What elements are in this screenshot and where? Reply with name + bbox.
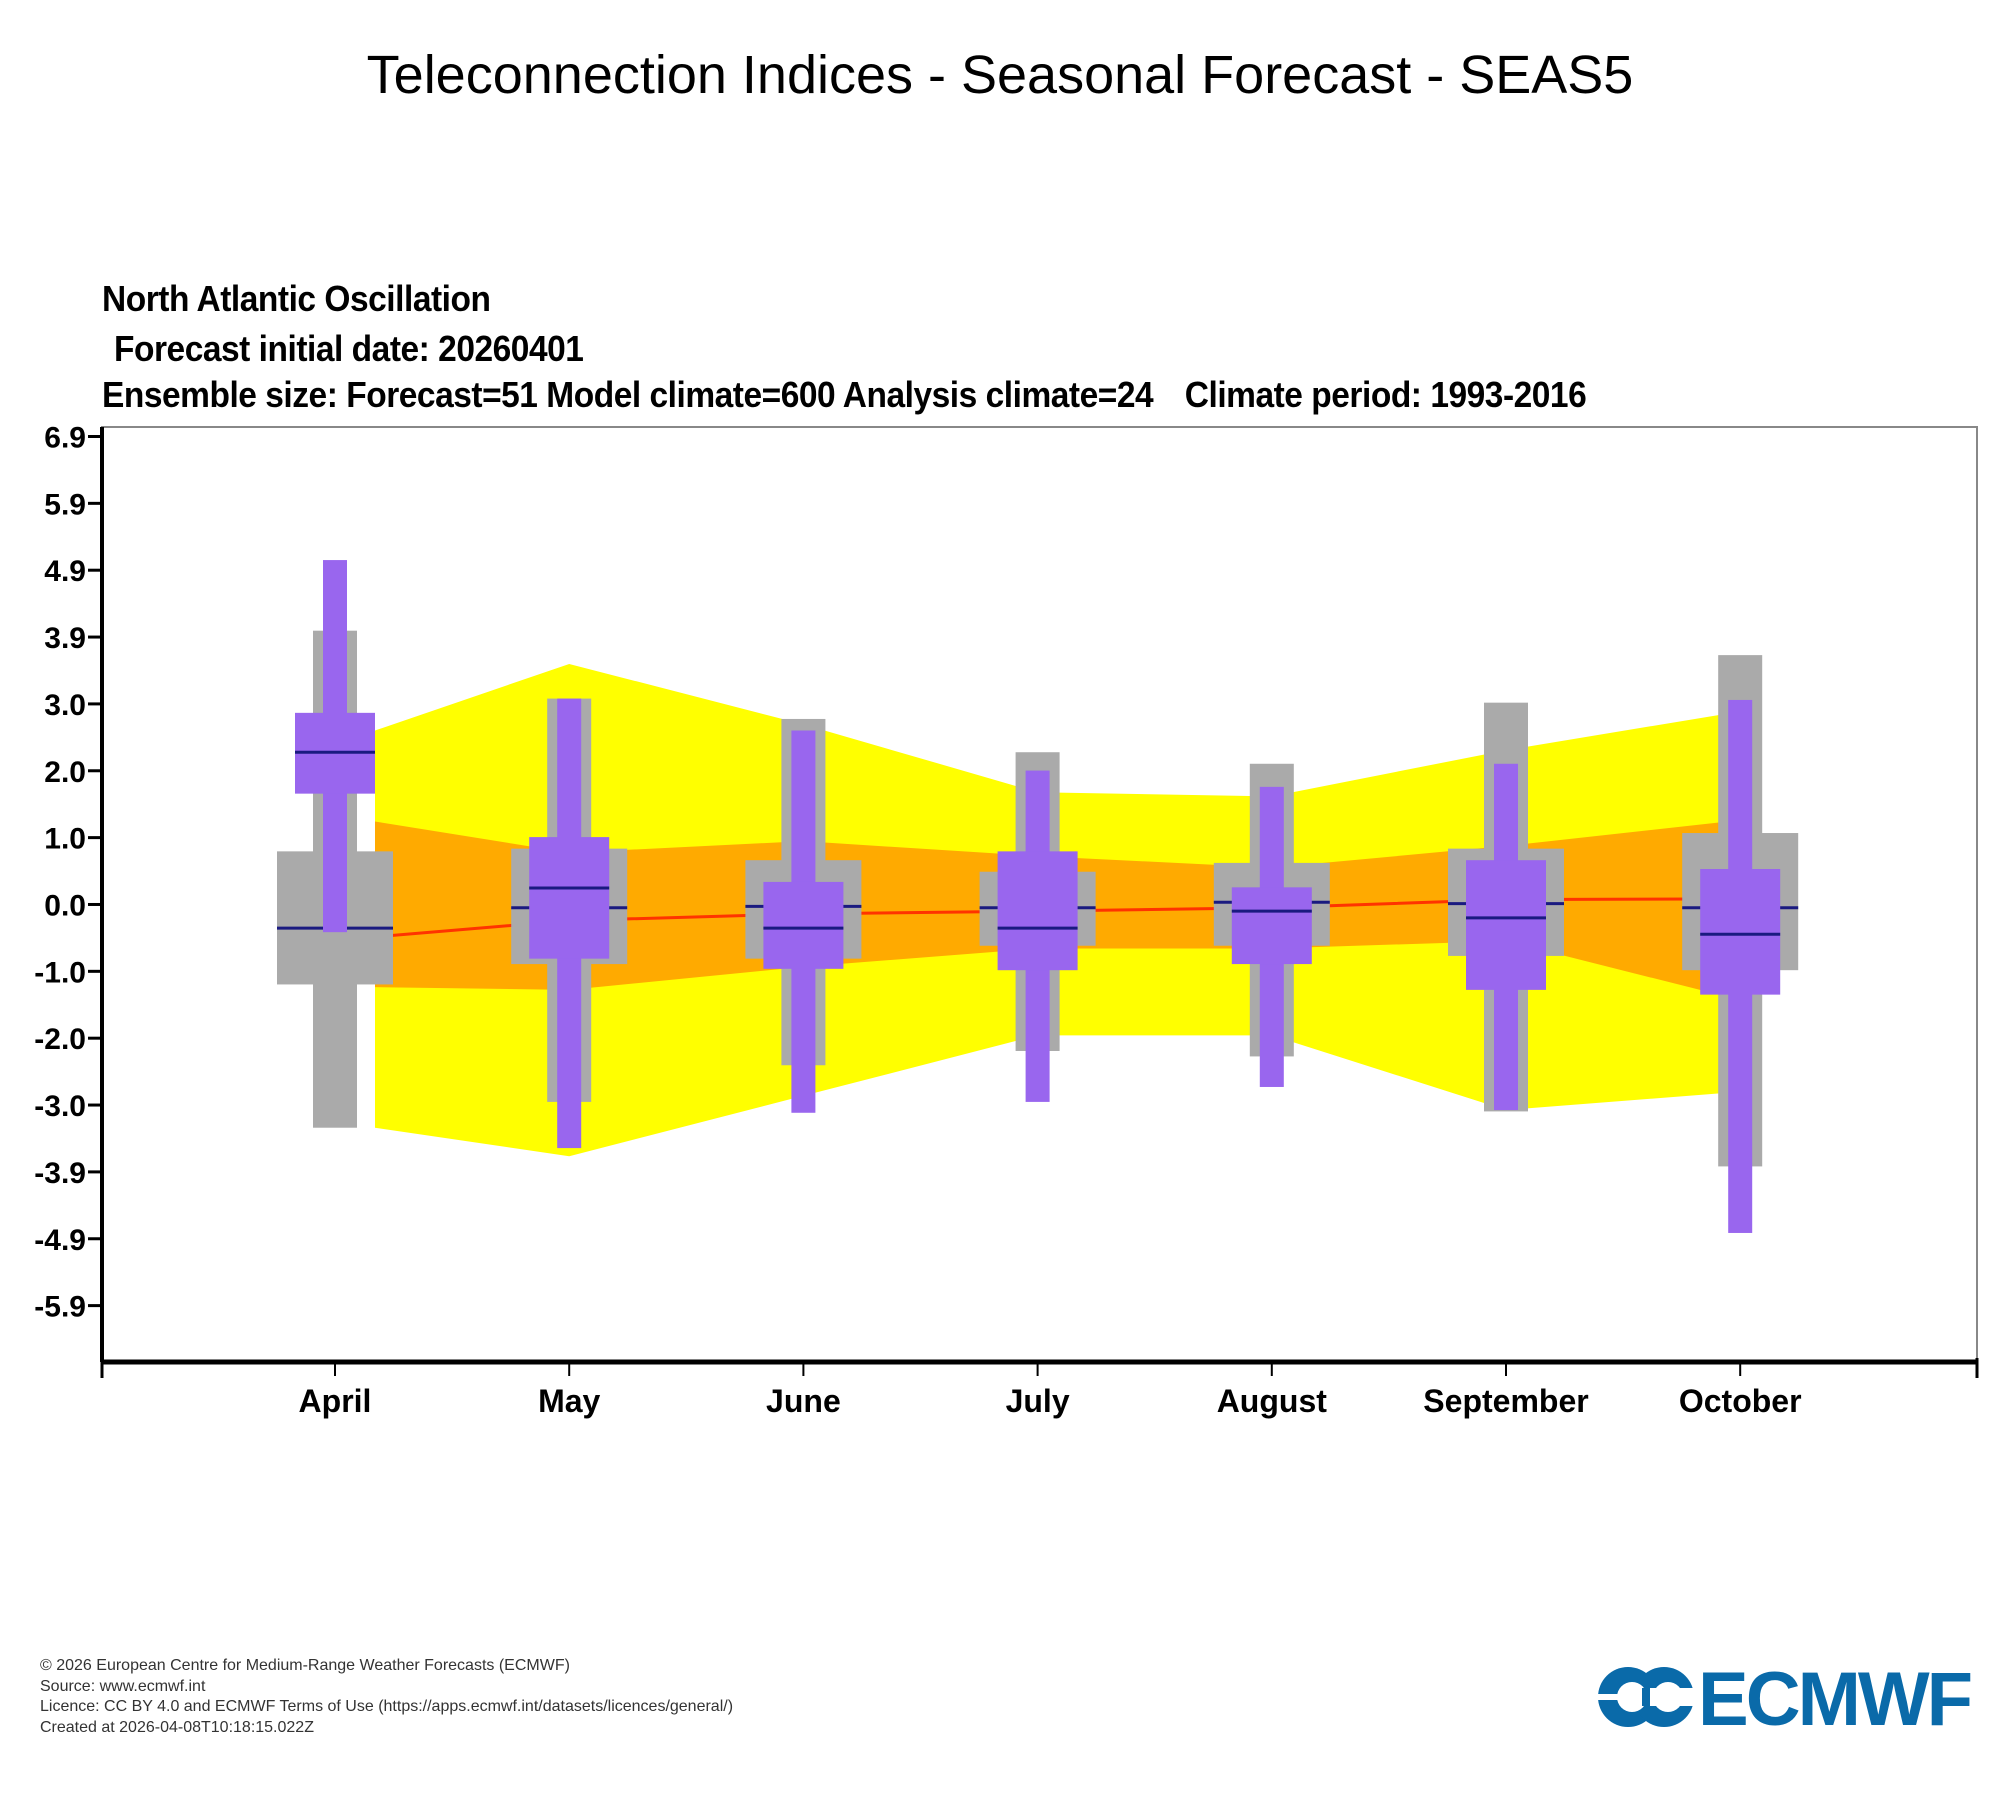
ensemble-info: Ensemble size: Forecast=51 Model climate… [102, 374, 1587, 416]
climate-period: Climate period: 1993-2016 [1184, 374, 1587, 415]
y-tick-label: 0.0 [44, 889, 86, 922]
axes-layer: 6.9 5.9 4.9 3.9 3.0 2.0 1.0 0.0 -1.0 -2.0 -3.0 -3.9… [34, 421, 1979, 1419]
logo-bar [1598, 1694, 1642, 1700]
forecast-box [1700, 869, 1781, 995]
x-tick-label: May [538, 1383, 600, 1419]
forecast-initial-date: Forecast initial date: 20260401 [114, 328, 584, 369]
boxes-layer [277, 560, 1799, 1233]
forecast-box [763, 881, 844, 969]
x-tick-label: April [299, 1383, 372, 1419]
y-tick-label: -4.9 [34, 1224, 86, 1257]
y-tick-label: 3.9 [44, 622, 86, 655]
footer-source: Source: www.ecmwf.int [40, 1677, 206, 1695]
y-tick-label: -5.9 [34, 1291, 86, 1324]
y-tick-label: 5.9 [44, 488, 86, 521]
forecast-box [529, 837, 610, 959]
y-tick-label: 3.0 [44, 689, 86, 722]
ensemble-size: Ensemble size: Forecast=51 Model climate… [102, 374, 1154, 415]
x-tick-label: July [1006, 1383, 1070, 1419]
forecast-box [1231, 887, 1312, 965]
page-title: Teleconnection Indices - Seasonal Foreca… [366, 45, 1634, 105]
y-tick-label: -3.0 [34, 1090, 86, 1123]
chart-index-name: North Atlantic Oscillation [102, 278, 491, 319]
y-tick-label: 4.9 [44, 555, 86, 588]
footer-created: Created at 2026-04-08T10:18:15.022Z [40, 1718, 314, 1736]
y-tick-label: -3.9 [34, 1157, 86, 1190]
y-tick-label: -1.0 [34, 956, 86, 989]
ecmwf-logo-icon [1598, 1667, 1698, 1727]
x-tick-label: September [1423, 1383, 1588, 1419]
ecmwf-logo-text: ECMWF [1698, 1657, 1973, 1742]
footer-copyright: © 2026 European Centre for Medium-Range … [40, 1657, 570, 1674]
ecmwf-logo: ECMWF [1598, 1657, 1978, 1742]
x-tick-label: August [1217, 1383, 1328, 1419]
y-tick-label: -2.0 [34, 1023, 86, 1056]
logo-mid [1642, 1688, 1650, 1706]
footer-licence: Licence: CC BY 4.0 and ECMWF Terms of Us… [40, 1698, 734, 1715]
y-tick-label: 1.0 [44, 823, 86, 856]
x-tick-label: October [1679, 1383, 1802, 1419]
y-tick-label: 2.0 [44, 756, 86, 789]
forecast-box [1466, 860, 1546, 990]
x-tick-label: June [766, 1383, 841, 1419]
forecast-box [997, 851, 1078, 971]
y-tick-label: 6.9 [44, 421, 86, 454]
footer: © 2026 European Centre for Medium-Range … [40, 1656, 733, 1738]
